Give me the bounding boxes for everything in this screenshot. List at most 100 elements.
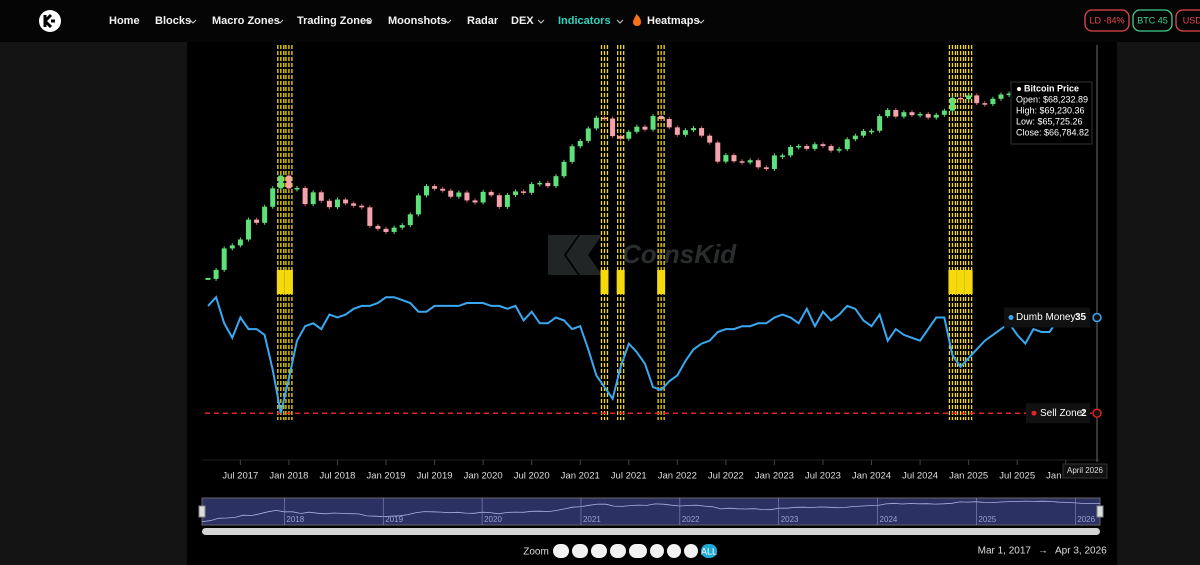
candle [504,194,510,207]
candle [804,145,810,149]
x-tick-label: Jan 2018 [269,471,308,482]
legend-dot [1017,87,1021,91]
candle [958,97,964,100]
candle [852,135,858,140]
candle [658,116,664,120]
nav-item[interactable]: Indicators [558,15,611,27]
zoom-button[interactable] [553,544,569,558]
x-tick-label: Jan 2024 [852,471,891,482]
candle [553,176,559,187]
zoom-button[interactable] [591,544,607,558]
navigator-label: 2020 [484,515,502,524]
nav-item[interactable]: Macro Zones [212,15,280,27]
zoom-button[interactable] [629,544,647,558]
zoom-all-label[interactable]: ALL [701,546,717,556]
navigator-label: 2023 [781,515,799,524]
candle [747,160,753,163]
nav-item[interactable]: Home [109,15,140,27]
navigator-handle[interactable] [198,505,206,518]
candle [731,155,737,162]
zoom-button[interactable] [572,544,588,558]
zoom-button[interactable] [610,544,626,558]
legend-dot [1008,315,1014,320]
dumb-money-line [207,295,1090,414]
tooltip-line: High: $69,230.36 [1016,105,1085,115]
signal-block [276,270,285,294]
badge[interactable] [1132,9,1173,32]
x-tick-label: Jul 2022 [708,471,744,482]
x-tick-label: Jul 2024 [902,471,938,482]
watermark: CoinsKid [548,235,737,275]
candle [294,187,300,190]
candle [610,118,616,137]
candle [561,161,567,177]
nav-item[interactable]: Blocks [155,15,191,27]
nav-chevron [537,19,545,24]
nav-item[interactable]: DEX [511,15,534,27]
zoom-label: Zoom [523,547,549,558]
nav-chevron [444,19,452,24]
candle [391,227,397,232]
badge-label[interactable]: LD -84% [1089,15,1124,25]
candle [205,277,211,280]
candle [901,112,907,117]
candle [456,192,462,197]
range-end: Apr 3, 2026 [1055,546,1107,557]
nav-item[interactable]: Heatmaps [647,15,700,27]
nav-chevron [189,19,197,24]
range-start: Mar 1, 2017 [978,546,1032,557]
navigator-label: 2021 [583,515,601,524]
candle [771,155,777,169]
tooltip-line: Low: $65,725.26 [1016,116,1083,126]
candle [650,116,656,130]
x-tick-label: Jan 2022 [658,471,697,482]
candle [877,116,883,131]
series-label: Dumb Money: [1016,312,1078,323]
badge-label[interactable]: USDT [1183,15,1200,25]
candle [998,94,1004,99]
candle [788,146,794,156]
candle [674,127,680,135]
candle [601,117,607,120]
x-tick-label: Jul 2019 [417,471,453,482]
candle [990,98,996,105]
zoom-button[interactable] [684,544,698,558]
candle [464,192,470,201]
candle [618,136,624,139]
nav-chevron [616,19,624,24]
badge[interactable] [1084,9,1130,32]
candle [917,113,923,116]
zoom-button[interactable] [667,544,681,558]
logo[interactable] [39,10,61,32]
scrollbar[interactable] [202,528,1100,535]
candle [278,175,284,189]
candle [334,199,340,208]
candle [512,191,518,195]
candle [432,186,438,189]
series-label-box [1004,307,1090,328]
candle [860,131,866,136]
zoom-all-button[interactable] [701,544,717,558]
candle [1006,93,1012,96]
candle [844,139,850,150]
legend-dot [1031,410,1037,416]
candle [812,144,818,149]
navigator-handle[interactable] [1096,505,1104,518]
candle [383,228,389,232]
candle [237,239,243,246]
tooltip [1010,81,1093,145]
badge[interactable] [1175,9,1200,32]
candle [666,119,672,128]
fire-icon [633,14,641,26]
candle [780,155,786,157]
zoom-button[interactable] [650,544,664,558]
badge-label[interactable]: BTC 45 [1137,15,1168,25]
nav-item[interactable]: Radar [467,15,499,27]
candle [755,160,761,168]
nav-item[interactable]: Trading Zones [297,15,372,27]
x-tick-label: Jul 2021 [611,471,647,482]
nav-item[interactable]: Moonshots [388,15,447,27]
signal-block [616,270,625,294]
